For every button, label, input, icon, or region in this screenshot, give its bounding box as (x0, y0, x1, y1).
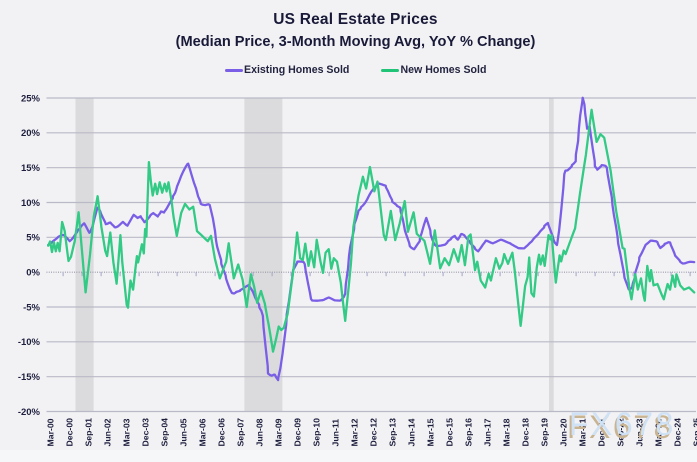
svg-text:Dec-06: Dec-06 (216, 418, 226, 447)
svg-text:20%: 20% (21, 128, 41, 139)
svg-text:Sep-22: Sep-22 (615, 418, 625, 447)
svg-text:Jun-02: Jun-02 (102, 418, 112, 446)
svg-text:Mar-09: Mar-09 (273, 418, 283, 446)
svg-text:Dec-00: Dec-00 (64, 418, 74, 447)
svg-text:Sep-01: Sep-01 (83, 418, 93, 447)
svg-text:Dec-21: Dec-21 (596, 418, 606, 447)
svg-text:Jun-14: Jun-14 (406, 418, 416, 446)
svg-text:-5%: -5% (23, 302, 40, 313)
svg-text:Sep-13: Sep-13 (387, 418, 397, 447)
svg-text:Sep-25: Sep-25 (691, 418, 697, 447)
svg-text:Jun-08: Jun-08 (254, 418, 264, 446)
svg-text:Jun-05: Jun-05 (178, 418, 188, 446)
svg-text:Mar-03: Mar-03 (121, 418, 131, 446)
svg-text:-15%: -15% (18, 372, 41, 383)
svg-text:Sep-16: Sep-16 (463, 418, 473, 447)
svg-text:Sep-19: Sep-19 (539, 418, 549, 447)
svg-text:Mar-15: Mar-15 (425, 418, 435, 446)
svg-text:Jun-23: Jun-23 (634, 418, 644, 446)
svg-text:Jun-20: Jun-20 (558, 418, 568, 446)
svg-text:Mar-00: Mar-00 (45, 418, 55, 446)
svg-text:Dec-12: Dec-12 (368, 418, 378, 447)
svg-text:-20%: -20% (18, 407, 41, 418)
svg-text:Mar-12: Mar-12 (349, 418, 359, 446)
svg-text:Sep-10: Sep-10 (311, 418, 321, 447)
svg-text:-10%: -10% (18, 337, 41, 348)
svg-text:Mar-21: Mar-21 (577, 418, 587, 446)
svg-text:Dec-15: Dec-15 (444, 418, 454, 447)
svg-text:Dec-09: Dec-09 (292, 418, 302, 447)
svg-text:Jun-17: Jun-17 (482, 418, 492, 446)
svg-text:5%: 5% (26, 233, 40, 244)
svg-text:Sep-04: Sep-04 (159, 418, 169, 447)
svg-text:Dec-24: Dec-24 (672, 418, 682, 447)
svg-text:Mar-06: Mar-06 (197, 418, 207, 446)
svg-text:25%: 25% (21, 93, 41, 104)
svg-text:Sep-07: Sep-07 (235, 418, 245, 447)
svg-text:Dec-18: Dec-18 (520, 418, 530, 447)
svg-text:Mar-18: Mar-18 (501, 418, 511, 446)
svg-text:0%: 0% (26, 268, 40, 279)
svg-text:15%: 15% (21, 163, 41, 174)
svg-text:Dec-03: Dec-03 (140, 418, 150, 447)
svg-text:Mar-24: Mar-24 (653, 418, 663, 446)
svg-text:Jun-11: Jun-11 (330, 419, 340, 447)
svg-text:10%: 10% (21, 198, 41, 209)
